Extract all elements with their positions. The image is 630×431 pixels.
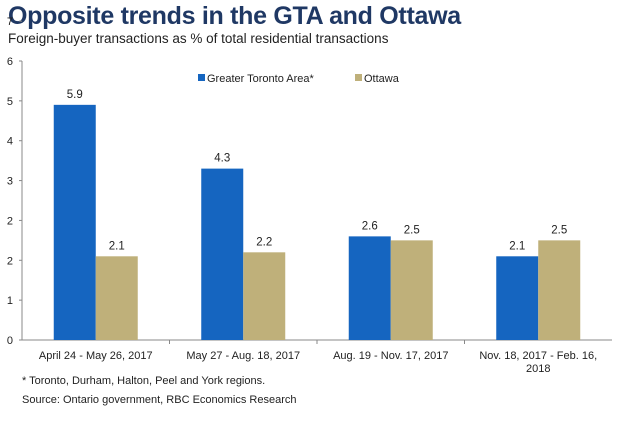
- y-tick-label: 4: [7, 136, 13, 148]
- bar-ottawa: [95, 256, 138, 340]
- chart-legend: Greater Toronto Area* Ottawa: [198, 73, 400, 85]
- y-tick-label: 7: [7, 16, 13, 28]
- chart-subtitle: Foreign-buyer transactions as % of total…: [8, 31, 389, 46]
- y-tick-label: 2: [7, 215, 13, 227]
- bar-ottawa: [243, 252, 286, 340]
- bar-gta: [348, 236, 391, 340]
- x-category-label: Aug. 19 - Nov. 17, 2017: [333, 350, 448, 362]
- y-tick-label: 6: [7, 56, 13, 68]
- y-tick-label: 5: [7, 96, 13, 108]
- legend-label: Greater Toronto Area*: [207, 73, 315, 85]
- data-label: 2.6: [362, 220, 378, 232]
- x-category-label: Nov. 18, 2017 - Feb. 16,: [479, 350, 597, 362]
- chart-data-labels: 5.9 2.1 4.3 2.2 2.6 2.5 2.1 2.5: [67, 89, 568, 252]
- y-tick-label: 0: [7, 335, 13, 347]
- bar-ottawa: [538, 240, 581, 340]
- y-tick-label: 2: [7, 255, 13, 267]
- y-tick-label: 1: [7, 295, 13, 307]
- data-label: 2.5: [551, 224, 567, 236]
- data-label: 2.5: [404, 224, 420, 236]
- chart-title: Opposite trends in the GTA and Ottawa: [8, 2, 461, 30]
- data-label: 2.1: [109, 240, 125, 252]
- bar-gta: [496, 256, 539, 340]
- x-category-label: 2018: [526, 363, 550, 375]
- bar-gta: [53, 104, 96, 340]
- chart-axes: 0 1 2 2 3 4 5 6 7 April 24 - May 26, 2017 May 27 -…: [7, 16, 612, 375]
- footnote: * Toronto, Durham, Halton, Peel and York…: [22, 375, 266, 387]
- x-category-label: April 24 - May 26, 2017: [39, 350, 153, 362]
- legend-swatch: [198, 74, 205, 81]
- legend-label: Ottawa: [364, 73, 400, 85]
- data-label: 5.9: [67, 89, 83, 101]
- y-tick-label: 3: [7, 176, 13, 188]
- bar-ottawa: [390, 240, 433, 340]
- data-label: 2.2: [256, 236, 272, 248]
- bar-gta: [201, 168, 244, 340]
- x-category-label: May 27 - Aug. 18, 2017: [186, 350, 300, 362]
- legend-swatch: [355, 74, 362, 81]
- chart-bars: [53, 104, 581, 340]
- source-note: Source: Ontario government, RBC Economic…: [22, 394, 297, 406]
- data-label: 4.3: [214, 153, 230, 165]
- data-label: 2.1: [509, 240, 525, 252]
